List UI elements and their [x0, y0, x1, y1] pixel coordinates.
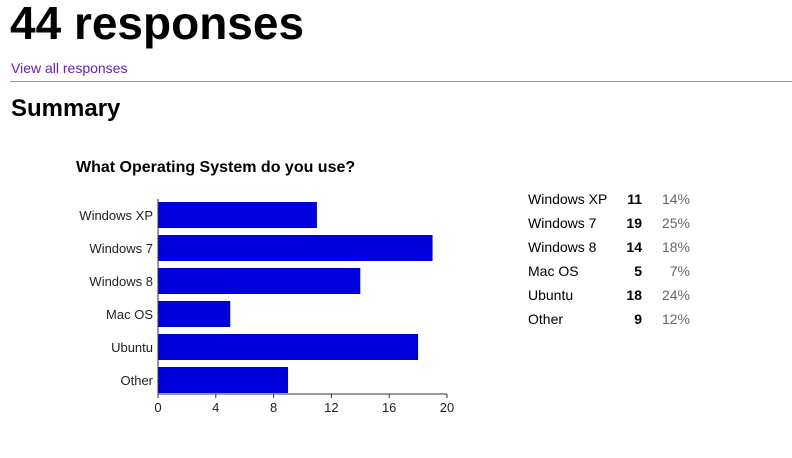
x-tick-label: 8 [270, 400, 277, 415]
y-tick-label: Ubuntu [111, 340, 153, 355]
bar-other [158, 367, 289, 393]
table-row: Other 9 12% [528, 307, 690, 331]
result-percent: 25% [661, 215, 690, 231]
bar-mac-os [158, 301, 231, 327]
result-count: 14 [626, 239, 642, 255]
table-row: Mac OS 5 7% [528, 259, 690, 283]
y-tick-label: Windows XP [79, 208, 153, 223]
result-count: 19 [626, 215, 642, 231]
bar-ubuntu [158, 334, 419, 360]
x-tick-label: 4 [212, 400, 219, 415]
result-count: 11 [627, 191, 642, 207]
result-count: 18 [626, 287, 642, 303]
bar-windows-8 [158, 268, 361, 294]
results-table: Windows XP 11 14% Windows 7 19 25% Windows 8 14… [528, 187, 690, 331]
x-tick-label: 16 [382, 400, 396, 415]
result-count: 5 [634, 263, 642, 279]
result-percent: 18% [661, 239, 690, 255]
y-tick-label: Windows 8 [89, 274, 153, 289]
result-label: Windows XP [528, 191, 608, 207]
result-label: Other [528, 311, 564, 327]
view-all-responses-link[interactable]: View all responses [11, 60, 128, 76]
result-label: Mac OS [528, 263, 579, 279]
result-percent: 24% [661, 287, 690, 303]
result-label: Ubuntu [528, 287, 574, 303]
x-tick-label: 20 [440, 400, 454, 415]
bar-windows-xp [158, 202, 317, 228]
table-row: Ubuntu 18 24% [528, 283, 690, 307]
bar-windows-7 [158, 235, 433, 261]
x-tick-label: 12 [324, 400, 338, 415]
result-percent: 14% [661, 191, 690, 207]
table-row: Windows XP 11 14% [528, 187, 690, 211]
result-label: Windows 7 [528, 215, 597, 231]
x-tick-label: 0 [154, 400, 161, 415]
table-row: Windows 7 19 25% [528, 211, 690, 235]
y-tick-label: Other [120, 373, 153, 388]
result-label: Windows 8 [528, 239, 597, 255]
result-percent: 7% [669, 263, 690, 279]
result-count: 9 [634, 311, 642, 327]
question-title: What Operating System do you use? [76, 159, 356, 176]
result-percent: 12% [661, 311, 690, 327]
y-tick-label: Windows 7 [89, 241, 153, 256]
table-row: Windows 8 14 18% [528, 235, 690, 259]
responses-count-title: 44 responses [10, 0, 305, 49]
summary-title: Summary [11, 95, 121, 122]
y-tick-label: Mac OS [106, 307, 153, 322]
divider [10, 81, 792, 82]
